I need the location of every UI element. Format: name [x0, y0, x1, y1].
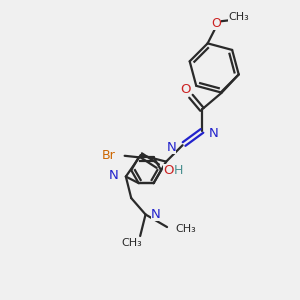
Text: H: H: [174, 164, 184, 177]
Text: N: N: [109, 169, 118, 182]
Text: N: N: [151, 208, 161, 221]
Text: CH₃: CH₃: [228, 12, 249, 22]
Text: O: O: [163, 164, 173, 177]
Text: Br: Br: [102, 149, 116, 162]
Text: CH₃: CH₃: [122, 238, 142, 248]
Text: N: N: [166, 141, 176, 154]
Text: N: N: [208, 127, 218, 140]
Text: CH₃: CH₃: [176, 224, 196, 234]
Text: O: O: [211, 17, 221, 31]
Text: O: O: [181, 83, 191, 96]
